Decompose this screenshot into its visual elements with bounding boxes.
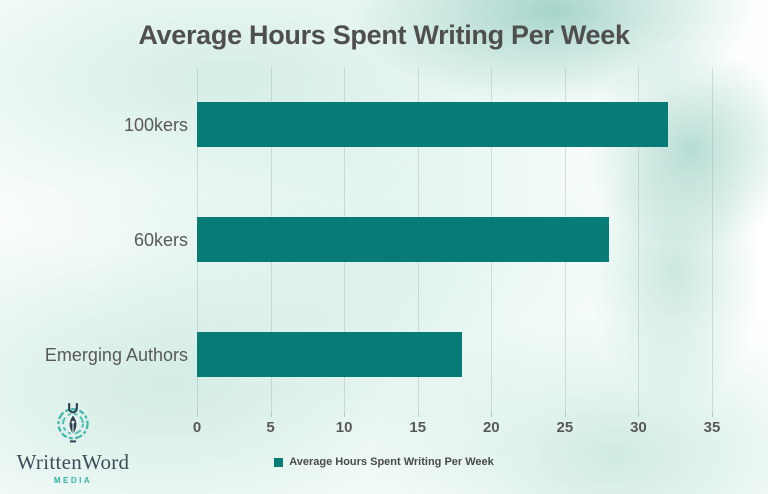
tick-label-x-0: 0 [192,419,202,436]
gridline-x-30 [638,67,640,412]
tick-label-x-10: 10 [335,419,353,436]
logo-brand-text: WrittenWord [16,450,130,474]
tick-mark-x-0 [197,412,198,417]
tick-label-x-35: 35 [703,419,721,436]
tick-label-x-5: 5 [266,419,275,436]
chart-title: Average Hours Spent Writing Per Week [138,20,630,50]
tick-label-x-25: 25 [556,419,574,436]
tick-mark-x-5 [270,412,272,417]
tick-mark-x-25 [564,412,566,417]
tick-mark-x-15 [417,412,419,417]
logo-subtitle-text: MEDIA [53,476,93,485]
category-label-100kers: 100kers [123,114,188,135]
tick-mark-x-10 [344,412,346,417]
legend-label: Average Hours Spent Writing Per Week [289,456,494,468]
bar-100kers [197,102,668,147]
tick-label-x-20: 20 [482,419,500,436]
tick-mark-x-20 [491,412,493,417]
tick-mark-x-30 [638,412,640,417]
category-label-60kers: 60kers [133,229,188,250]
tick-label-x-15: 15 [409,419,427,436]
bar-60kers [197,217,609,262]
legend-swatch [274,457,284,467]
writtenword-media-logo: WrittenWord MEDIA [8,398,138,485]
chart-legend: Average Hours Spent Writing Per Week [0,456,768,468]
bar-emerging-authors [197,332,462,377]
gridline-x-35 [712,67,713,412]
tick-mark-x-35 [712,412,713,417]
pen-nib-circle-icon [57,403,89,443]
category-label-emerging-authors: Emerging Authors [44,344,188,365]
tick-label-x-30: 30 [630,419,647,436]
